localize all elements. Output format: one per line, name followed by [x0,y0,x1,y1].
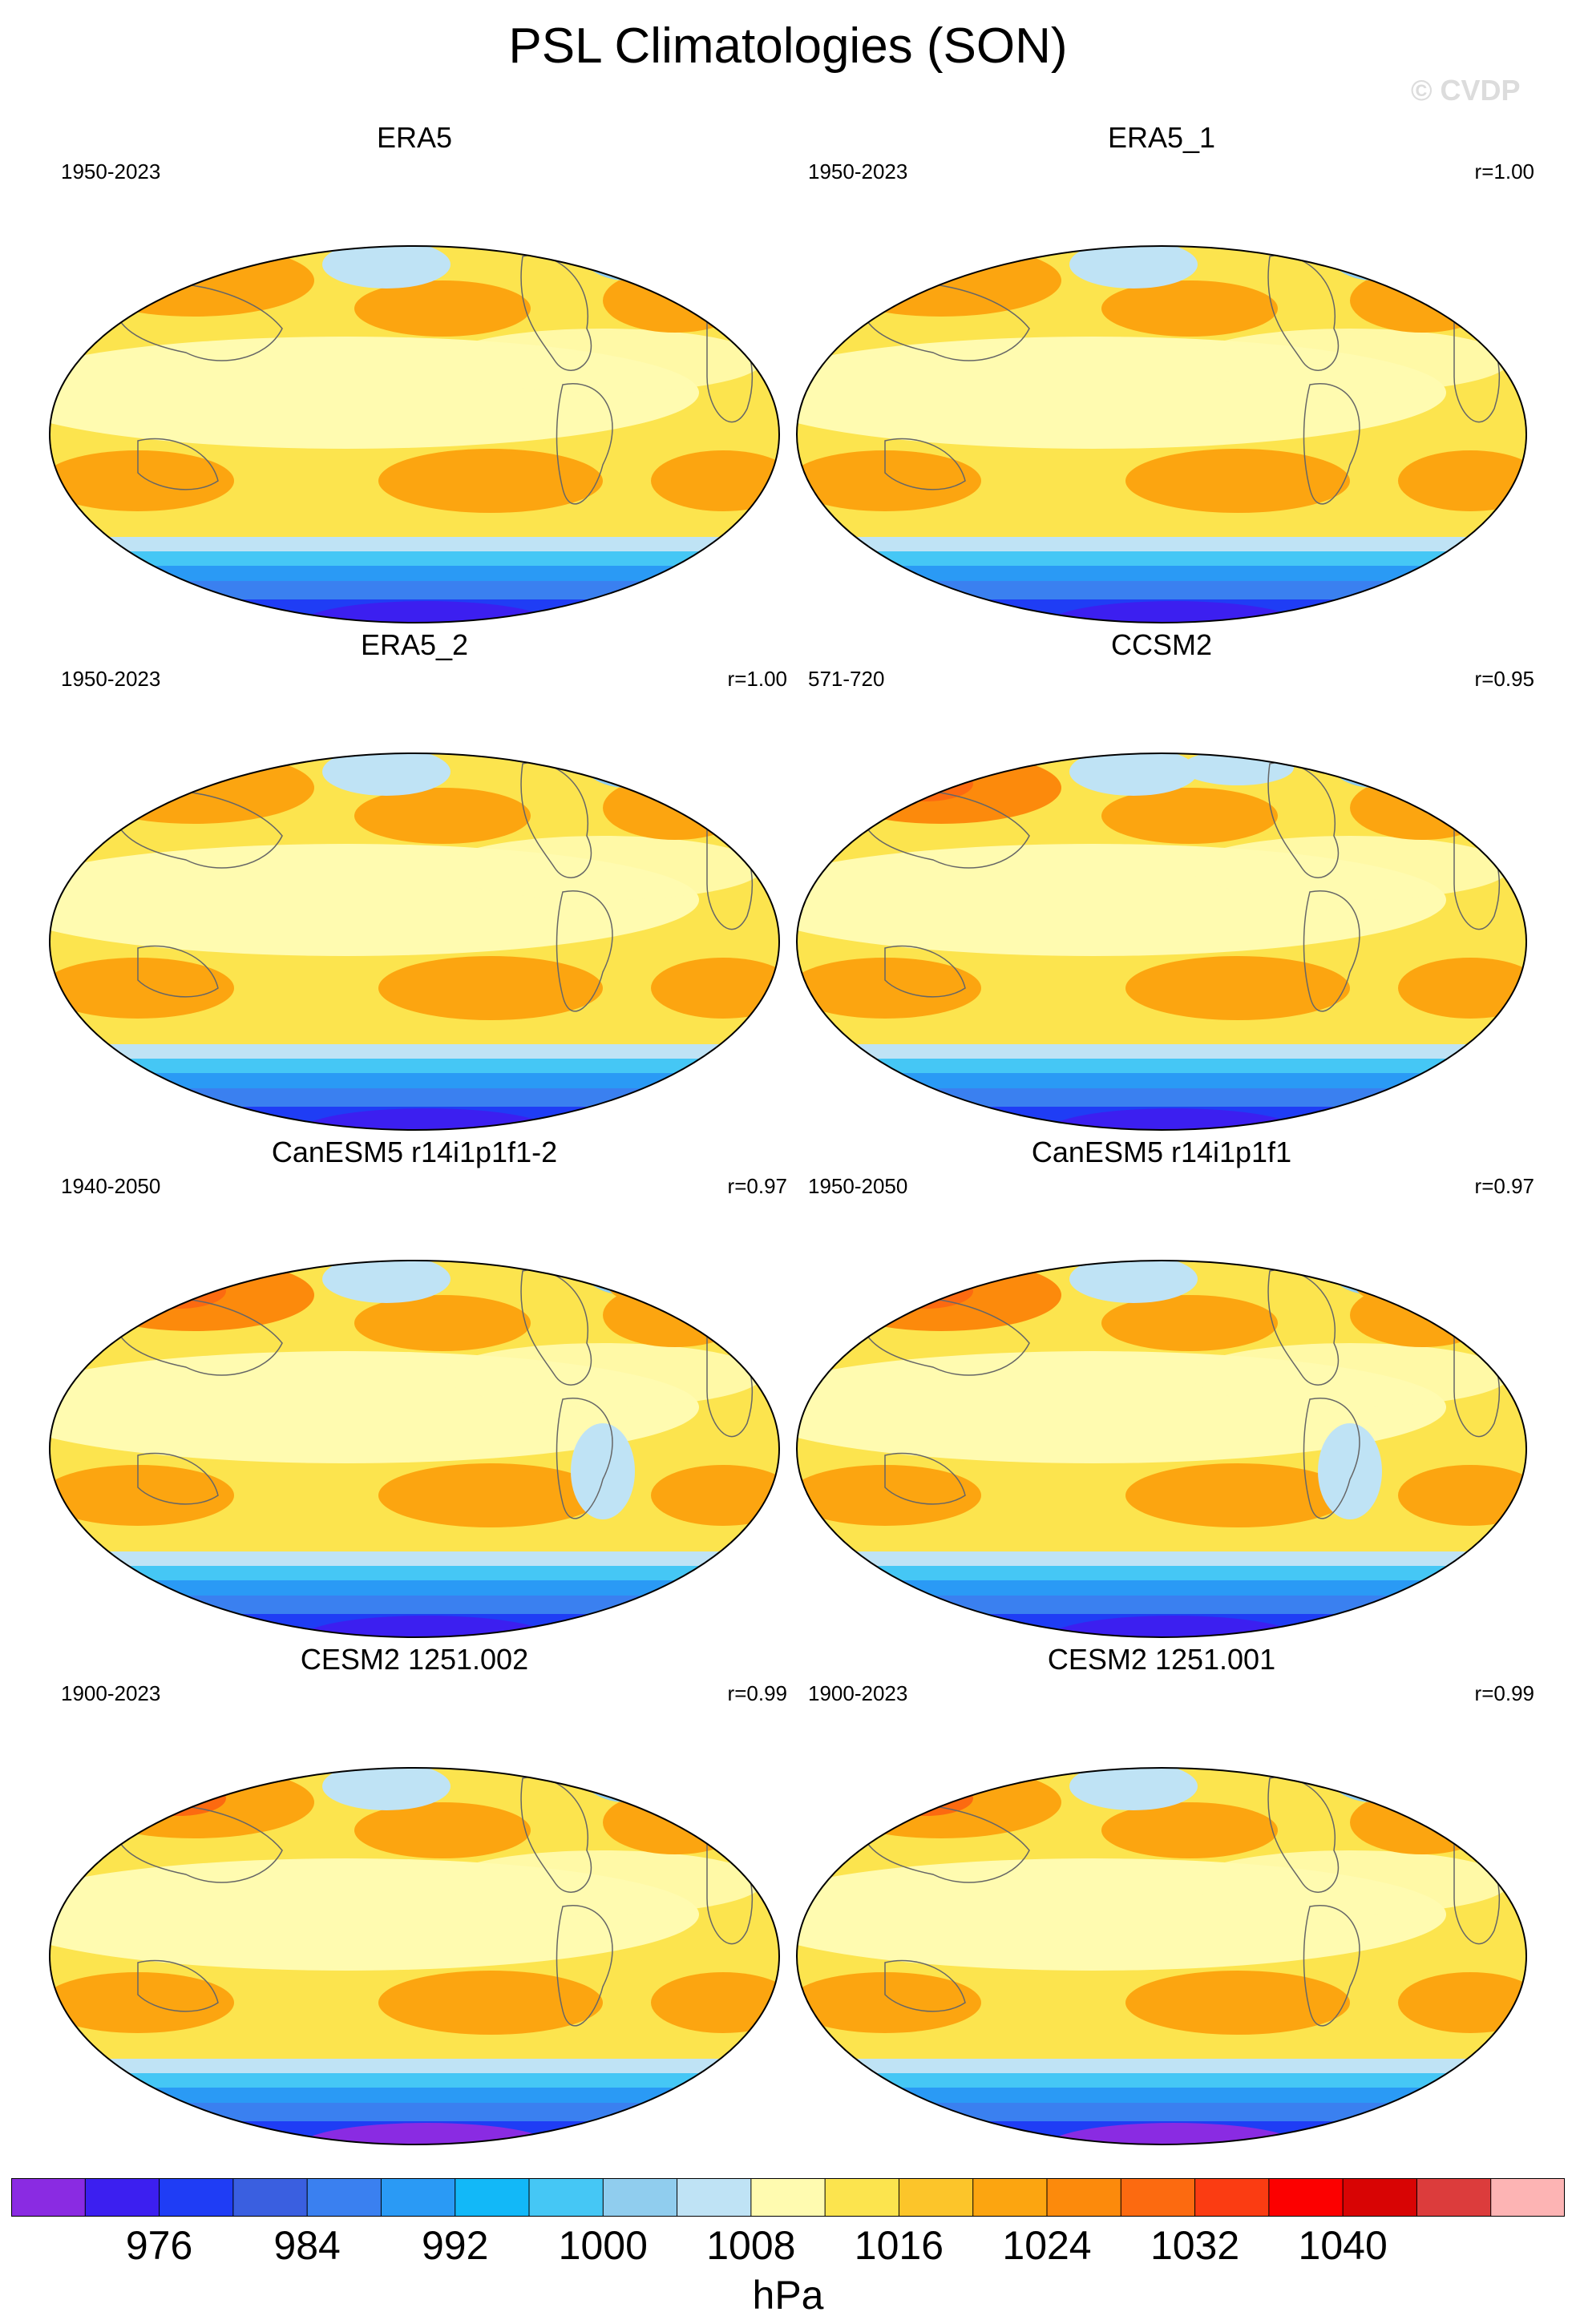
colorbar-segment [232,2178,308,2217]
panel-years: 1900-2023 [61,1681,161,1705]
colorbar-segment [381,2178,456,2217]
colorbar-segment [1268,2178,1344,2217]
colorbar-segment [1490,2178,1565,2217]
panel-title: CCSM2 [1110,628,1213,661]
colorbar-segment [455,2178,530,2217]
psl-field [50,1261,779,1637]
colorbar-segment [972,2178,1048,2217]
map-panel: ERA5_1 1950-2023 r=1.00 [789,120,1534,633]
map-panel: CCSM2 571-720 r=0.95 [789,627,1534,1140]
colorbar-tick-label: 1024 [1002,2223,1092,2268]
colorbar-segment [307,2178,382,2217]
panel-title: CESM2 1251.002 [300,1643,529,1676]
map-outline [49,1260,780,1638]
map-outline [796,1767,1527,2145]
colorbar-segment [159,2178,234,2217]
map-outline [49,1767,780,2145]
map-panel: CESM2 1251.001 1900-2023 r=0.99 [789,1642,1534,2155]
colorbar-tick-label: 992 [421,2223,489,2268]
map-panel: CanESM5 r14i1p1f1 1950-2050 r=0.97 [789,1135,1534,1648]
map-outline [49,752,780,1131]
psl-field [797,246,1526,623]
watermark: © CVDP [1411,74,1521,107]
colorbar-segment [529,2178,604,2217]
globe-map [49,1260,780,1638]
panel-title: CESM2 1251.001 [1047,1643,1276,1676]
panel-correlation: r=0.97 [727,1174,787,1198]
colorbar-segment [677,2178,752,2217]
panel-correlation: r=0.95 [1474,667,1534,691]
globe-map [49,1767,780,2145]
panel-correlation: r=1.00 [1474,159,1534,184]
globe-map [796,1767,1527,2145]
panel-years: 1950-2023 [61,667,161,691]
map-panel: ERA5 1950-2023 [42,120,787,633]
map-outline [796,1260,1527,1638]
panel-years: 1950-2023 [808,159,908,184]
colorbar-segment [825,2178,899,2217]
colorbar-tick-label: 1016 [854,2223,944,2268]
colorbar-segment [11,2178,86,2217]
globe-map [796,245,1527,623]
globe-map [49,752,780,1131]
psl-field [50,246,779,623]
panel-correlation: r=0.99 [727,1681,787,1705]
panel-correlation: r=0.99 [1474,1681,1534,1705]
colorbar-tick-label: 1008 [706,2223,796,2268]
colorbar-segment [1047,2178,1121,2217]
globe-map [49,245,780,623]
colorbar-tick-label: 976 [125,2223,193,2268]
panel-correlation: r=1.00 [727,667,787,691]
colorbar [11,2178,1565,2217]
panel-title: ERA5_2 [360,628,469,661]
map-outline [49,245,780,623]
map-outline [796,752,1527,1131]
globe-map [796,752,1527,1131]
panel-title: CanESM5 r14i1p1f1 [1031,1136,1292,1168]
psl-field [797,753,1526,1130]
psl-field [50,1768,779,2144]
globe-map [796,1260,1527,1638]
panel-title: CanESM5 r14i1p1f1-2 [271,1136,558,1168]
panel-title: ERA5 [376,121,453,154]
panel-years: 1940-2050 [61,1174,161,1198]
colorbar-segment [1121,2178,1196,2217]
map-panel: ERA5_2 1950-2023 r=1.00 [42,627,787,1140]
colorbar-segment [899,2178,974,2217]
colorbar-segment [1416,2178,1492,2217]
colorbar-tick-label: 1000 [558,2223,648,2268]
colorbar-segment [1343,2178,1417,2217]
map-outline [796,245,1527,623]
panel-title: ERA5_1 [1107,121,1216,154]
panel-years: 571-720 [808,667,885,691]
panel-years: 1950-2023 [61,159,161,184]
map-panel: CESM2 1251.002 1900-2023 r=0.99 [42,1642,787,2155]
colorbar-segment [85,2178,160,2217]
colorbar-tick-label: 1032 [1150,2223,1240,2268]
panel-correlation: r=0.97 [1474,1174,1534,1198]
colorbar-segment [750,2178,826,2217]
panel-years: 1900-2023 [808,1681,908,1705]
figure-title: PSL Climatologies (SON) [508,18,1068,74]
colorbar-segment [603,2178,678,2217]
panel-years: 1950-2050 [808,1174,908,1198]
psl-field [797,1768,1526,2144]
colorbar-units: hPa [752,2273,824,2318]
psl-field [797,1261,1526,1637]
map-panel: CanESM5 r14i1p1f1-2 1940-2050 r=0.97 [42,1135,787,1648]
psl-field [50,753,779,1130]
colorbar-segment [1194,2178,1270,2217]
colorbar-tick-label: 1040 [1298,2223,1388,2268]
colorbar-tick-label: 984 [273,2223,341,2268]
